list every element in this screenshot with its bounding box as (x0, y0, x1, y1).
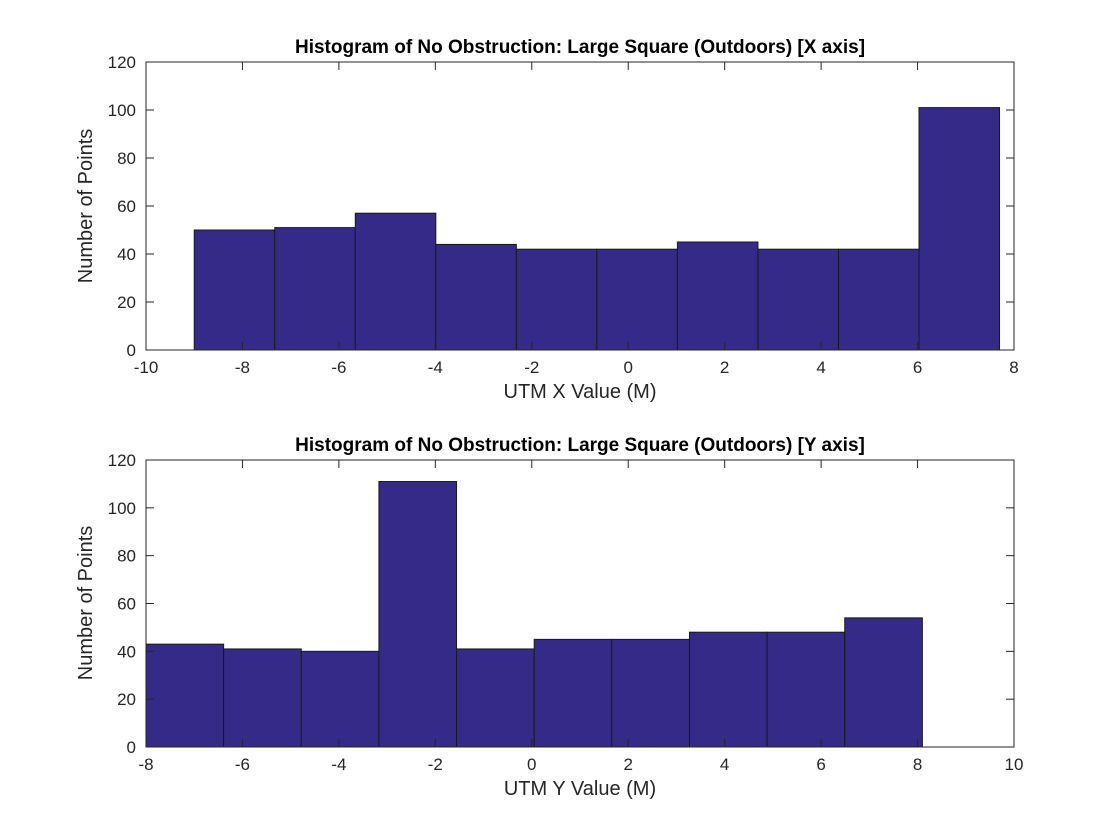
histogram-bar (611, 638, 690, 748)
histogram-bar (596, 248, 678, 351)
x-tick-label: 0 (527, 755, 536, 774)
histogram-bar (676, 241, 759, 351)
x-tick-label: 4 (816, 358, 825, 377)
histogram-bar (837, 248, 920, 351)
y-tick-label: 100 (108, 499, 136, 518)
y-tick-label: 40 (117, 245, 136, 264)
histogram-bar (757, 248, 839, 351)
y-tick-label: 0 (127, 341, 136, 360)
y-tick-label: 20 (117, 690, 136, 709)
y-axis-label: Number of Points (75, 526, 97, 681)
histogram-bar (193, 229, 276, 351)
x-axis-label: UTM Y Value (M) (504, 778, 656, 800)
x-tick-label: 8 (913, 755, 922, 774)
x-tick-label: -2 (524, 358, 539, 377)
histogram-bar (300, 650, 380, 748)
histogram-bar (844, 617, 923, 748)
x-tick-label: 10 (1005, 755, 1024, 774)
histogram-bar (766, 631, 846, 748)
plot-title: Histogram of No Obstruction: Large Squar… (295, 435, 865, 456)
x-axis-label: UTM X Value (M) (504, 381, 657, 403)
x-tick-label: -8 (138, 755, 153, 774)
histogram-bars (145, 481, 923, 748)
histogram-bar (223, 648, 302, 748)
histogram-bar (456, 648, 535, 748)
x-tick-label: -4 (331, 755, 346, 774)
plot-title: Histogram of No Obstruction: Large Squar… (295, 37, 865, 58)
x-tick-label: 0 (623, 358, 632, 377)
x-tick-label: 8 (1009, 358, 1018, 377)
x-tick-label: 6 (913, 358, 922, 377)
x-ticks: -10 -8 -6 -4 -2 0 2 4 6 8 (134, 62, 1019, 377)
x-tick-label: 6 (816, 755, 825, 774)
y-tick-label: 60 (117, 197, 136, 216)
y-tick-label: 0 (127, 738, 136, 757)
histogram-bar (688, 631, 768, 748)
y-tick-label: 120 (108, 53, 136, 72)
y-tick-label: 20 (117, 293, 136, 312)
histogram-bar (378, 481, 458, 748)
x-tick-label: 2 (623, 755, 632, 774)
histogram-bar (435, 243, 517, 351)
histogram-bar (533, 638, 613, 748)
y-ticks: 0 20 40 60 80 100 120 (108, 451, 1014, 757)
x-tick-label: -2 (428, 755, 443, 774)
y-axis-histogram-plot: Histogram of No Obstruction: Large Squar… (75, 435, 1023, 800)
y-tick-label: 100 (108, 101, 136, 120)
histogram-bars (193, 107, 1001, 351)
y-axis-label: Number of Points (75, 129, 97, 284)
histogram-bar (918, 107, 1001, 351)
x-ticks: -8 -6 -4 -2 0 2 4 6 8 10 (138, 460, 1023, 774)
y-tick-label: 40 (117, 642, 136, 661)
histogram-bar (354, 212, 437, 351)
x-tick-label: -8 (235, 358, 250, 377)
y-tick-label: 80 (117, 547, 136, 566)
y-tick-label: 120 (108, 451, 136, 470)
histogram-bar (145, 643, 225, 748)
x-tick-label: 2 (720, 358, 729, 377)
x-tick-label: -6 (235, 755, 250, 774)
x-tick-label: -10 (134, 358, 159, 377)
histogram-bar (274, 227, 356, 351)
x-axis-histogram-plot: Histogram of No Obstruction: Large Squar… (75, 37, 1019, 403)
x-tick-label: -6 (331, 358, 346, 377)
y-tick-label: 80 (117, 149, 136, 168)
y-tick-label: 60 (117, 595, 136, 614)
x-tick-label: 4 (720, 755, 729, 774)
histogram-bar (515, 248, 598, 351)
y-ticks: 0 20 40 60 80 100 120 (108, 53, 1014, 360)
x-tick-label: -4 (428, 358, 443, 377)
